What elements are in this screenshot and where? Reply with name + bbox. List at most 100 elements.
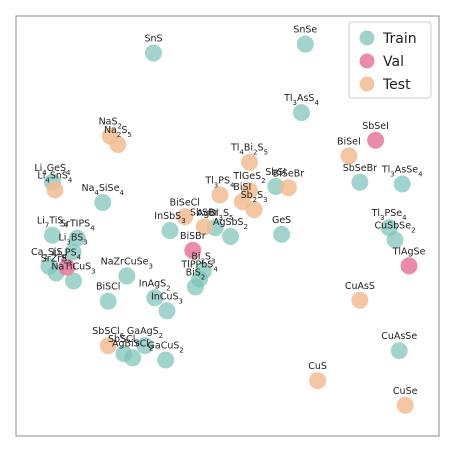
val-point-tlagse xyxy=(400,257,418,275)
test-label-bisi: BiSI xyxy=(233,182,251,193)
test-label-cuass: CuAsS xyxy=(345,281,375,292)
test-label-tl3ps4: Tl3PS4 xyxy=(204,175,235,189)
train-label-nazrcuse3: NaZrCuSe3 xyxy=(101,257,153,271)
legend-marker-test xyxy=(359,76,375,92)
train-point-sbsebr xyxy=(351,173,369,191)
legend-label-train: Train xyxy=(382,31,417,47)
train-point-tl3asse4 xyxy=(393,175,411,193)
train-point-cuasse xyxy=(390,342,408,360)
test-label-cuse: CuSe xyxy=(393,386,418,397)
train-point-inags2 xyxy=(146,289,164,307)
legend-marker-train xyxy=(359,30,375,46)
train-point-na4sise4 xyxy=(94,194,112,211)
legend-label-test: Test xyxy=(382,77,411,93)
test-point-sb2s3 xyxy=(245,201,263,219)
train-label-inags2: InAgS2 xyxy=(139,278,171,292)
train-label-gaags2: GaAgS2 xyxy=(127,326,163,340)
train-label-li7tis4: Li7TiS4 xyxy=(37,216,69,230)
test-point-sbscl6 xyxy=(99,337,117,355)
test-point-cus xyxy=(309,372,327,390)
train-label-gacus2: GaCuS2 xyxy=(148,341,184,355)
train-point-srtips4 xyxy=(68,229,86,247)
train-point-nazrcuse3 xyxy=(118,267,136,285)
train-label-bis2: BiS2 xyxy=(186,267,206,281)
train-label-sbscl6: SbSCl6 xyxy=(108,334,140,348)
train-point-cusbse2 xyxy=(386,231,404,249)
train-label-tlppbs4: TlPPbS4 xyxy=(180,259,218,273)
train-label-li3bs3: Li3BS3 xyxy=(58,233,87,247)
test-label-bisei: BiSeI xyxy=(337,136,361,147)
train-label-srtips4: SrTIPS4 xyxy=(60,219,95,233)
train-point-agbiscl2 xyxy=(124,349,142,367)
test-point-cuse xyxy=(396,396,414,414)
test-label-tl4bi2s5: Tl4Bi2S5 xyxy=(230,143,268,157)
train-point-sns xyxy=(145,44,162,62)
test-label-li4sns4: Li4SnS4 xyxy=(37,170,73,184)
val-label-sbsei: SbSeI xyxy=(362,121,389,132)
train-label-tl3pse4: Tl3PSe4 xyxy=(371,208,408,222)
train-label-tl3asse4: Tl3AsSe4 xyxy=(381,165,423,179)
train-point-li7tis4 xyxy=(43,226,61,244)
val-label-li3ps4: Li3PS4 xyxy=(52,248,81,262)
train-point-agsbs2 xyxy=(222,228,239,245)
test-label-cus: CuS xyxy=(308,361,327,372)
val-point-bisbr xyxy=(184,241,202,259)
train-label-naticus3: NaTiCuS3 xyxy=(51,262,95,276)
legend-label-val: Val xyxy=(383,54,404,70)
test-point-li4sns4 xyxy=(46,181,64,199)
legend: Train Val Test xyxy=(348,21,432,99)
train-label-li4ges4: Li4GeS4 xyxy=(34,163,71,177)
train-point-bis2 xyxy=(186,278,204,296)
train-label-tl3ass4: Tl3AsS4 xyxy=(283,93,319,107)
train-label-cuasse: CuAsSe xyxy=(381,331,417,342)
test-label-sb2s3: Sb2S3 xyxy=(241,190,268,204)
test-point-bisebr xyxy=(279,179,297,197)
train-label-sbsi: SbSI xyxy=(265,167,286,178)
test-point-tl4bi2s5 xyxy=(241,153,258,171)
train-point-biscl xyxy=(99,292,117,310)
point-labels: SnS SnSe Tl3AsS4 SbSeBr Tl3AsSe4 Li4GeS4 Na4Si… xyxy=(31,25,426,397)
train-label-agsbs2: AgSbS2 xyxy=(213,217,248,231)
train-label-snse: SnSe xyxy=(293,25,317,36)
test-point-tl3ps4 xyxy=(211,186,229,204)
train-label-insbs3: InSbS3 xyxy=(154,211,185,225)
test-label-na2s5: Na2S5 xyxy=(104,125,132,139)
train-label-ges: GeS xyxy=(272,215,291,226)
train-label-sns: SnS xyxy=(144,34,162,45)
train-point-insbs3 xyxy=(161,222,179,240)
train-label-bi2s3: Bi2S3 xyxy=(191,251,215,265)
test-point-sbsbr xyxy=(195,218,213,236)
val-label-bisbr: BiSBr xyxy=(180,231,206,242)
train-label-ca2sis4: Ca2SiS4 xyxy=(31,247,68,261)
data-points xyxy=(40,35,418,414)
test-label-nas2: NaS2 xyxy=(99,117,122,131)
train-point-tl3ass4 xyxy=(293,104,310,122)
test-label-bisebr: BiSeBr xyxy=(273,168,305,179)
test-point-na2s5 xyxy=(109,136,127,153)
train-label-sbsebr: SbSeBr xyxy=(343,163,377,174)
train-label-cusbse2: CuSbSe2 xyxy=(374,220,415,234)
train-point-li3bs3 xyxy=(64,243,82,261)
train-point-sbsi xyxy=(267,178,285,195)
test-label-sbscl6: SbSCl6 xyxy=(92,326,124,340)
train-label-srzrs3: SrZrS3 xyxy=(41,254,72,268)
legend-marker-val xyxy=(359,53,375,69)
val-point-li3ps4 xyxy=(58,258,76,276)
train-point-incus3 xyxy=(158,302,176,320)
train-label-incus3: InCuS3 xyxy=(151,291,183,305)
test-point-bisecl xyxy=(176,208,194,226)
val-point-sbsei xyxy=(367,131,385,149)
train-point-gacus2 xyxy=(157,351,175,369)
train-point-snse xyxy=(296,35,314,53)
val-label-tlagse: TlAgSe xyxy=(392,246,426,257)
test-point-bisei xyxy=(340,147,358,165)
train-label-na4sise4: Na4SiSe4 xyxy=(81,183,124,197)
train-point-ges xyxy=(273,225,291,243)
train-point-naticus3 xyxy=(65,272,82,290)
train-label-agbiscl2: AgBiSCl2 xyxy=(112,338,153,352)
test-point-cuass xyxy=(351,291,369,309)
train-label-agbi3s5: AgBi3S5 xyxy=(197,208,234,222)
test-label-bisecl: BiSeCl xyxy=(170,197,200,208)
train-point-gaags2 xyxy=(136,337,154,355)
